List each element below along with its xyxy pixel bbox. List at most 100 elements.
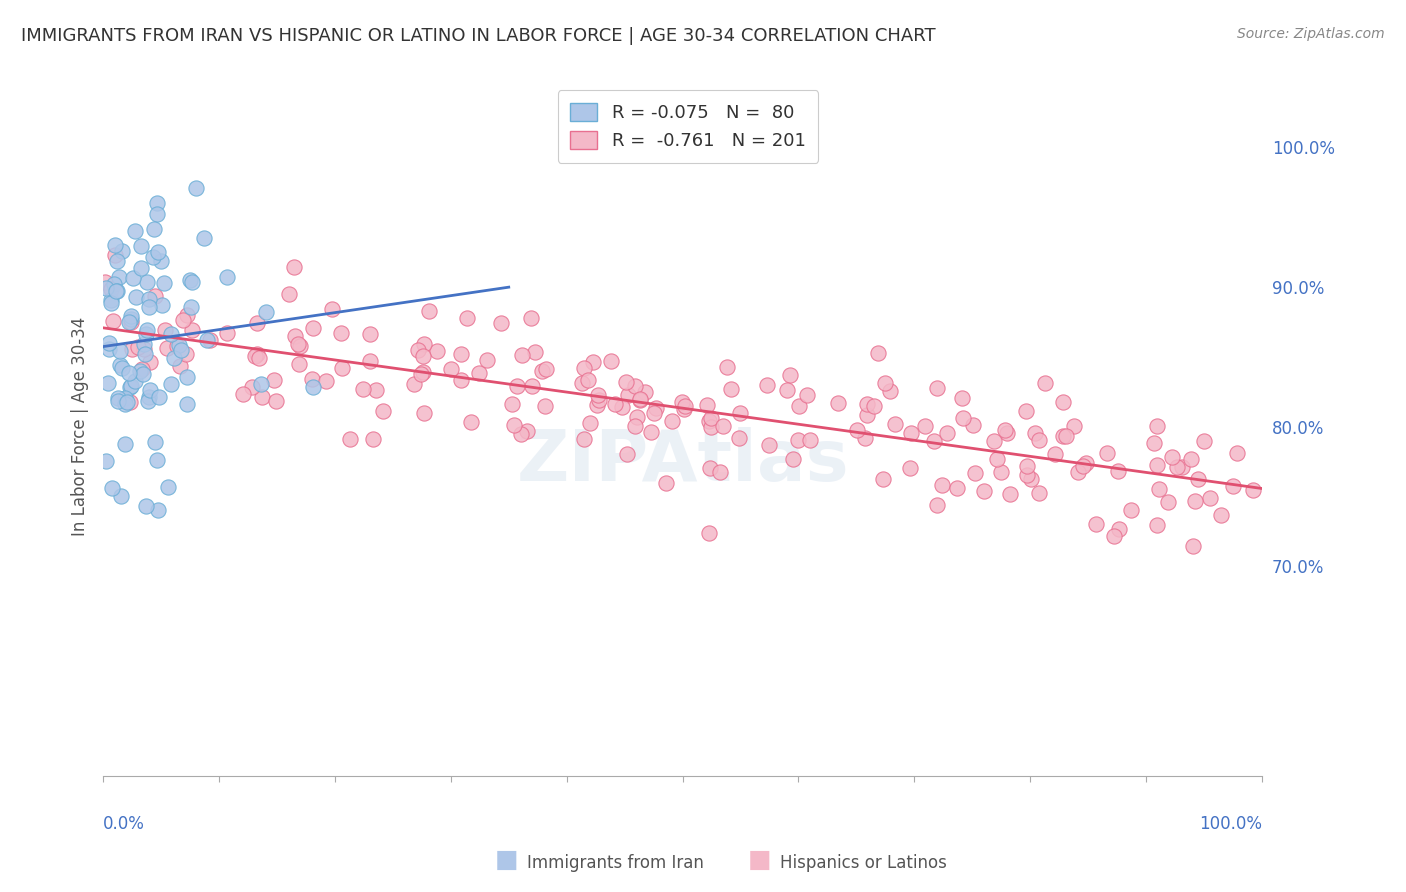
Point bbox=[450, 347, 472, 361]
Point bbox=[586, 388, 609, 402]
Point bbox=[1157, 495, 1180, 509]
Point bbox=[181, 275, 204, 289]
Point bbox=[440, 362, 463, 376]
Point bbox=[700, 410, 723, 425]
Point bbox=[246, 316, 269, 330]
Point bbox=[672, 402, 695, 417]
Point bbox=[983, 434, 1005, 449]
Point bbox=[1187, 471, 1209, 485]
Point bbox=[364, 383, 387, 397]
Point bbox=[450, 374, 472, 388]
Point bbox=[254, 305, 277, 319]
Point bbox=[614, 375, 637, 389]
Point bbox=[156, 341, 179, 355]
Point bbox=[148, 390, 170, 404]
Point bbox=[1180, 451, 1202, 466]
Point bbox=[623, 419, 645, 434]
Point bbox=[1199, 491, 1222, 506]
Point bbox=[523, 345, 546, 359]
Point bbox=[287, 336, 309, 351]
Point bbox=[588, 393, 610, 408]
Point bbox=[758, 438, 780, 452]
Point bbox=[727, 431, 749, 445]
Point bbox=[799, 433, 821, 447]
Point bbox=[1028, 433, 1050, 447]
Point bbox=[148, 245, 170, 260]
Point bbox=[174, 347, 197, 361]
Point bbox=[114, 391, 136, 405]
Point bbox=[998, 486, 1021, 500]
Point bbox=[1211, 508, 1233, 522]
Point bbox=[1194, 434, 1216, 449]
Point bbox=[120, 315, 142, 329]
Point bbox=[696, 398, 718, 412]
Point bbox=[1108, 522, 1130, 536]
Point bbox=[359, 354, 381, 368]
Point bbox=[132, 337, 155, 351]
Point bbox=[1095, 446, 1118, 460]
Point bbox=[232, 387, 254, 401]
Point bbox=[359, 326, 381, 341]
Point bbox=[250, 376, 273, 391]
Point bbox=[94, 454, 117, 468]
Point bbox=[149, 253, 172, 268]
Point bbox=[914, 419, 936, 434]
Point bbox=[129, 364, 152, 378]
Point bbox=[404, 376, 426, 391]
Point bbox=[536, 361, 558, 376]
Point bbox=[827, 395, 849, 409]
Point bbox=[288, 357, 311, 371]
Point bbox=[138, 390, 160, 404]
Point bbox=[990, 465, 1012, 479]
Point bbox=[100, 282, 122, 296]
Point bbox=[628, 392, 651, 407]
Point bbox=[371, 404, 394, 418]
Point bbox=[640, 425, 662, 440]
Point bbox=[1033, 376, 1056, 391]
Point bbox=[1015, 404, 1038, 418]
Point bbox=[925, 498, 948, 512]
Point bbox=[108, 343, 131, 358]
Point bbox=[1104, 529, 1126, 543]
Point bbox=[491, 316, 513, 330]
Point bbox=[263, 372, 285, 386]
Point bbox=[520, 310, 543, 325]
Point bbox=[301, 372, 323, 386]
Point bbox=[586, 398, 609, 412]
Point bbox=[159, 327, 181, 342]
Point bbox=[853, 431, 876, 445]
Point bbox=[516, 424, 538, 438]
Point bbox=[644, 406, 666, 420]
Point bbox=[98, 342, 121, 356]
Point bbox=[634, 384, 657, 399]
Point bbox=[699, 460, 721, 475]
Point bbox=[100, 295, 122, 310]
Point bbox=[176, 370, 198, 384]
Point bbox=[145, 195, 167, 210]
Point bbox=[779, 368, 801, 382]
Point bbox=[406, 343, 429, 357]
Point bbox=[104, 284, 127, 298]
Point bbox=[146, 453, 169, 467]
Point bbox=[626, 409, 648, 424]
Point bbox=[266, 393, 288, 408]
Point bbox=[101, 313, 124, 327]
Point bbox=[159, 377, 181, 392]
Point bbox=[1121, 503, 1143, 517]
Point bbox=[108, 359, 131, 373]
Point bbox=[243, 349, 266, 363]
Point bbox=[924, 434, 946, 449]
Point bbox=[104, 238, 127, 252]
Point bbox=[533, 399, 555, 413]
Point bbox=[576, 373, 599, 387]
Point bbox=[925, 381, 948, 395]
Point bbox=[172, 313, 194, 327]
Point bbox=[711, 418, 734, 433]
Point bbox=[418, 303, 440, 318]
Point bbox=[986, 451, 1008, 466]
Point bbox=[855, 408, 877, 422]
Point bbox=[1085, 517, 1108, 532]
Point bbox=[612, 401, 634, 415]
Point bbox=[994, 423, 1017, 437]
Point bbox=[963, 467, 986, 481]
